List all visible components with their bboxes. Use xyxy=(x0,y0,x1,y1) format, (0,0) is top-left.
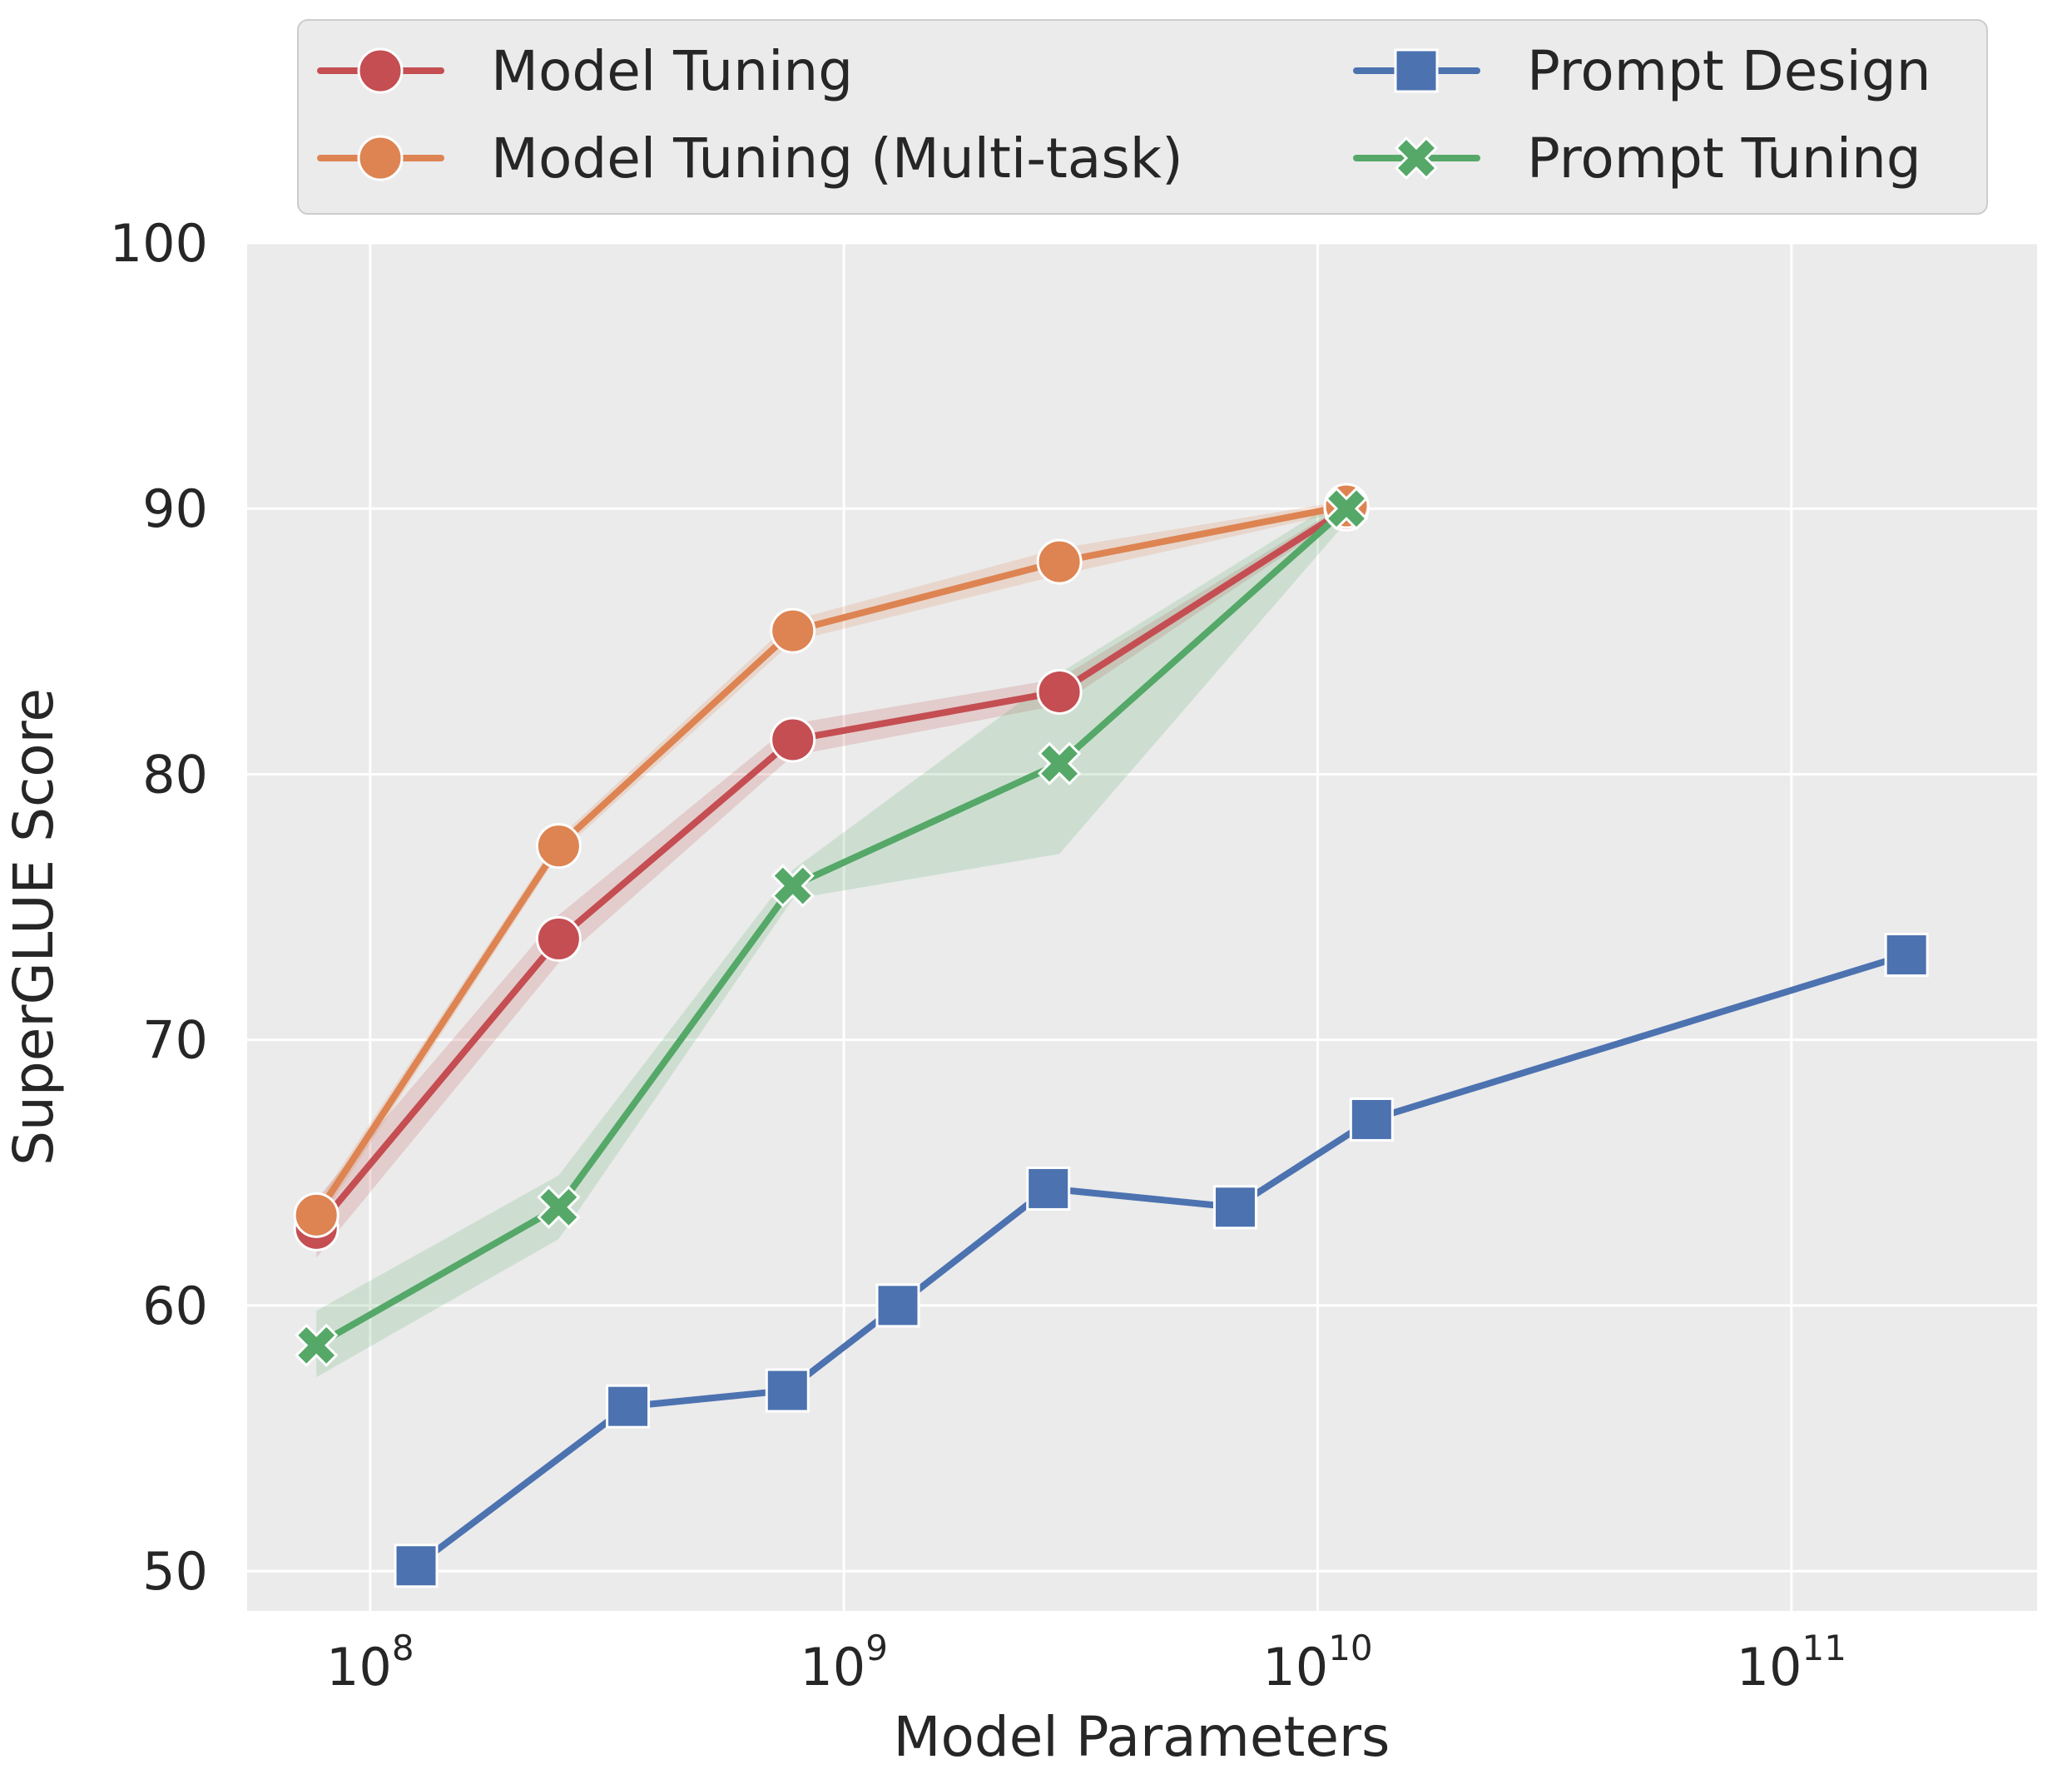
x-tick-label: 108 xyxy=(326,1628,414,1697)
plot-background xyxy=(247,243,2037,1611)
data-point xyxy=(1026,1166,1071,1211)
y-tick-labels: 50 60 70 80 90 100 xyxy=(110,213,208,1602)
legend-swatch-marker xyxy=(357,47,404,94)
legend-label: Model Tuning (Multi-task) xyxy=(491,126,1183,191)
legend-swatch-marker xyxy=(1394,48,1439,93)
data-point xyxy=(535,823,582,870)
legend-items: Model Tuning Model Tuning (Multi-task) Pro… xyxy=(317,39,1931,191)
legend-label: Prompt Tuning xyxy=(1527,126,1921,191)
data-point xyxy=(394,1544,439,1588)
data-point xyxy=(765,1368,810,1413)
x-tick-labels: 108 109 1010 1011 xyxy=(326,1628,1846,1697)
data-point xyxy=(770,607,816,654)
y-tick-label: 100 xyxy=(110,213,208,274)
data-point xyxy=(1349,1097,1394,1142)
y-tick-label: 80 xyxy=(142,744,208,805)
x-tick-label: 1011 xyxy=(1737,1628,1846,1697)
data-point xyxy=(770,716,816,763)
confidence-bands xyxy=(316,495,1347,1378)
legend-label: Model Tuning xyxy=(491,39,853,103)
y-axis-title: SuperGLUE Score xyxy=(2,688,66,1166)
data-point xyxy=(1037,741,1082,785)
y-tick-label: 50 xyxy=(142,1541,208,1602)
series-line xyxy=(412,951,1911,1569)
data-point xyxy=(295,1323,339,1367)
legend-swatch-marker xyxy=(357,135,404,181)
x-tick-label: 109 xyxy=(800,1628,888,1697)
data-point xyxy=(1324,487,1369,531)
data-point xyxy=(1036,538,1083,585)
series-markers xyxy=(293,483,1929,1588)
confidence-band xyxy=(316,495,1347,1378)
y-tick-label: 70 xyxy=(142,1010,208,1071)
data-point xyxy=(1212,1185,1257,1230)
x-axis-title: Model Parameters xyxy=(894,1705,1390,1769)
y-tick-label: 90 xyxy=(142,478,208,539)
data-point xyxy=(1884,933,1929,978)
legend-swatch-marker xyxy=(1394,136,1439,181)
grid-lines xyxy=(247,241,2037,1611)
data-point xyxy=(535,915,582,962)
data-point xyxy=(1036,668,1083,715)
x-tick-label: 1010 xyxy=(1262,1628,1372,1697)
legend-box xyxy=(297,19,1988,215)
data-point xyxy=(537,1185,581,1229)
legend: Model Tuning Model Tuning (Multi-task) Pro… xyxy=(297,19,1988,215)
confidence-band xyxy=(316,503,1347,1258)
data-point xyxy=(875,1283,920,1328)
data-point xyxy=(606,1384,651,1429)
legend-label: Prompt Design xyxy=(1527,39,1931,103)
data-point xyxy=(293,1192,340,1238)
y-tick-label: 60 xyxy=(142,1276,208,1336)
data-point xyxy=(771,864,815,908)
